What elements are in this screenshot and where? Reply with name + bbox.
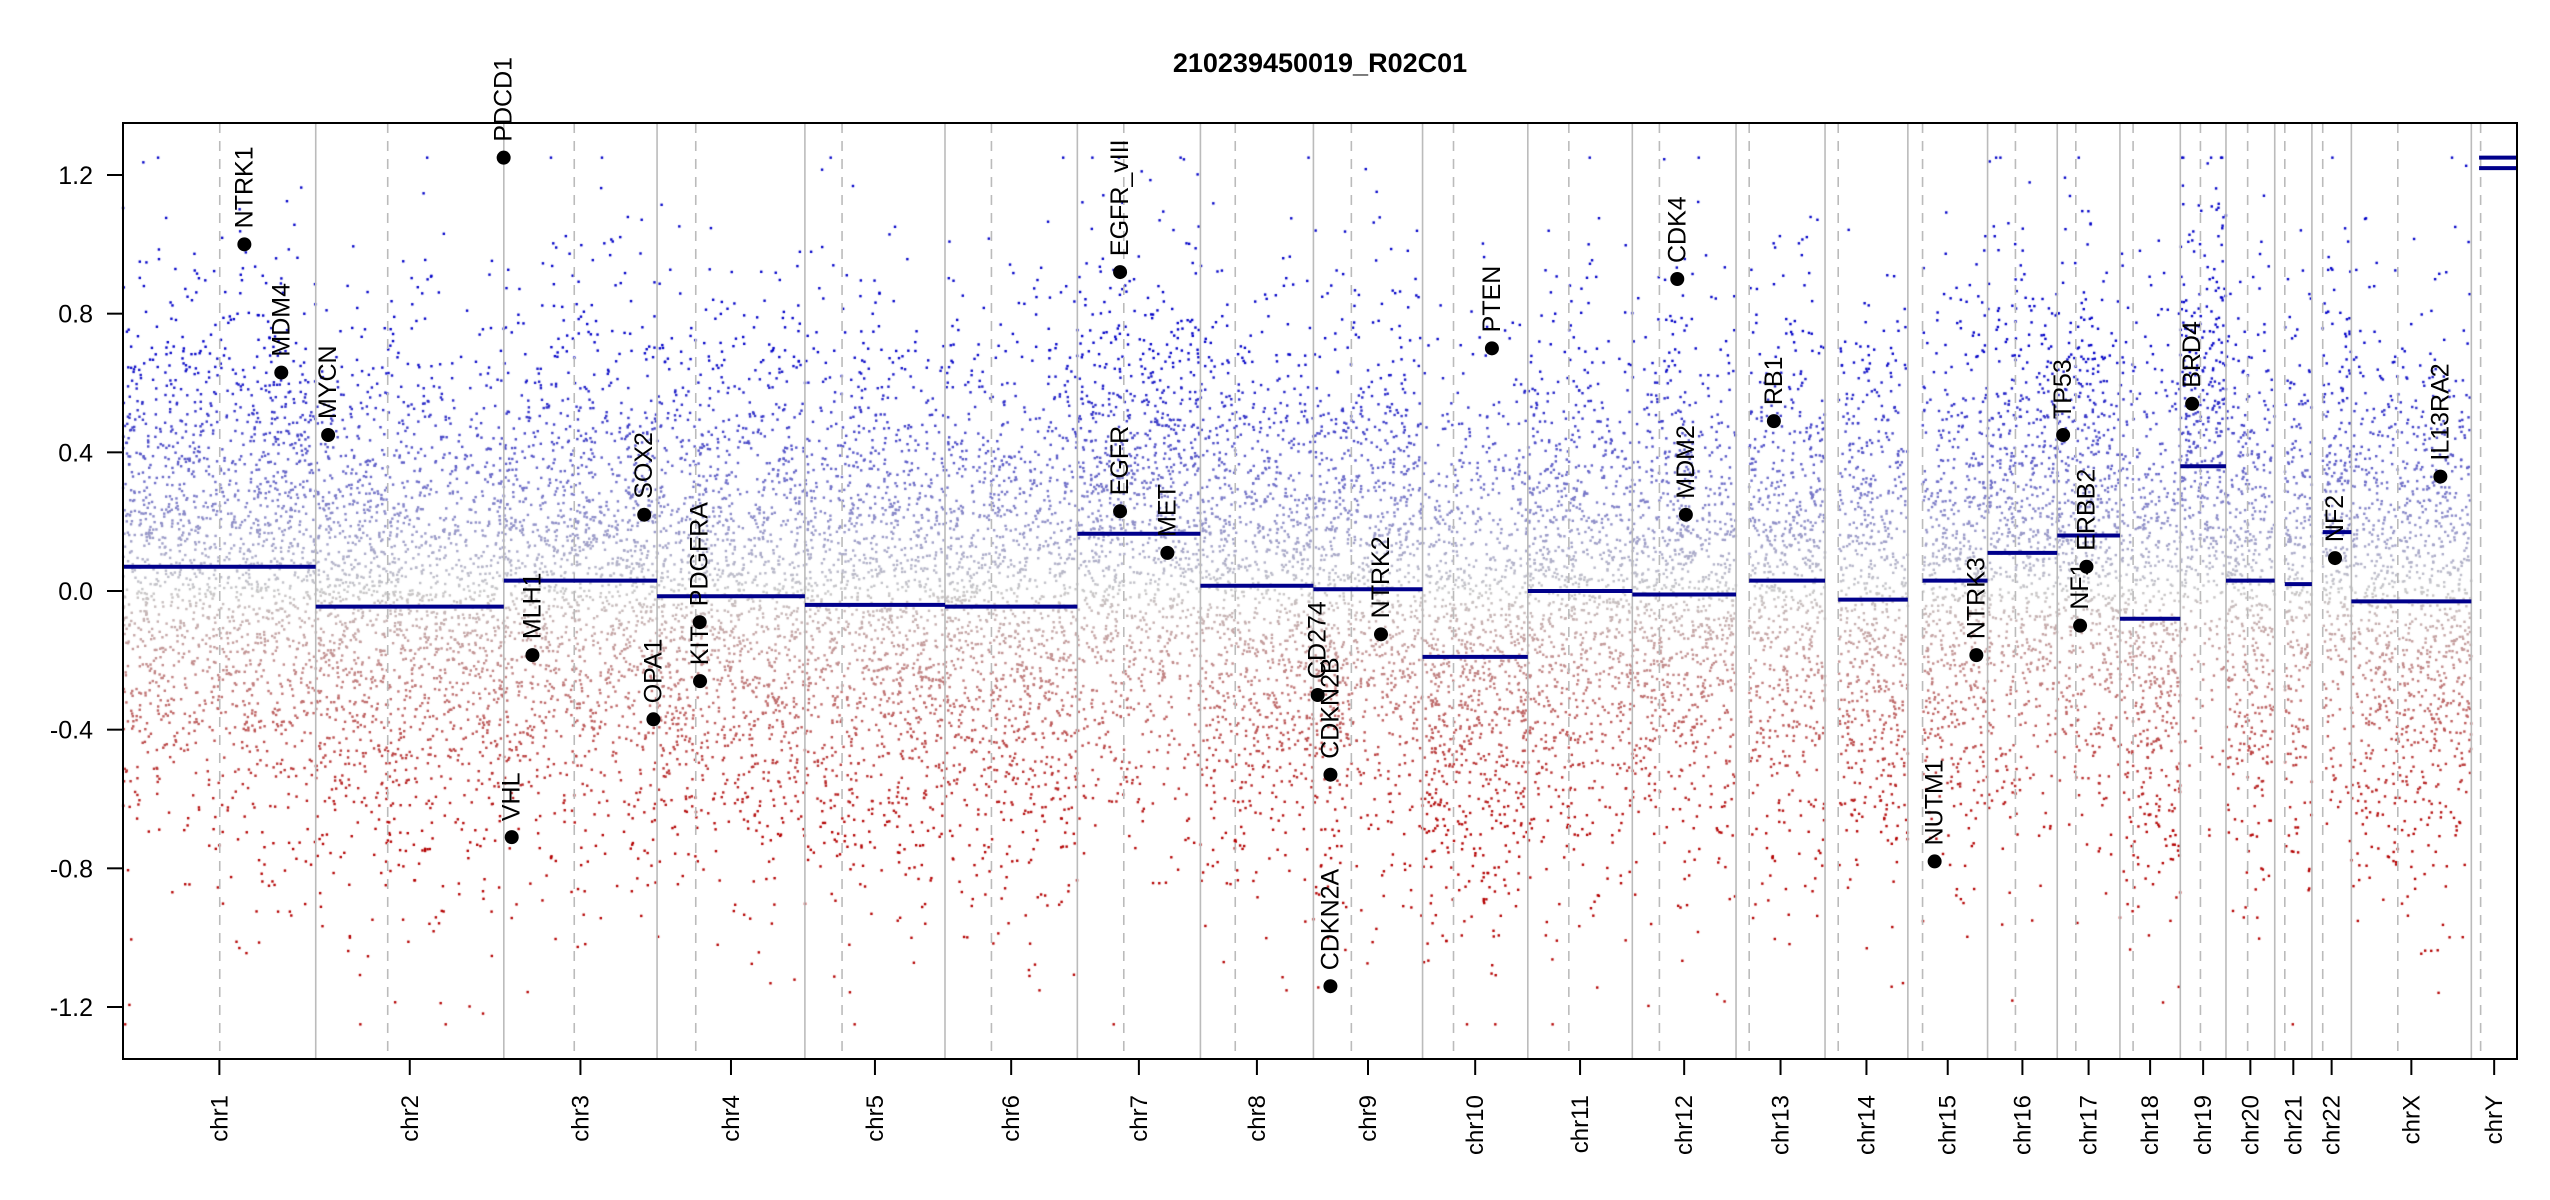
- gene-dot: [1766, 414, 1781, 429]
- x-tick-label: chr3: [567, 1095, 594, 1142]
- gene-dot: [2328, 551, 2343, 566]
- gene-dot: [1323, 979, 1338, 994]
- gene-dot: [274, 365, 289, 380]
- x-tick-label: chr11: [1567, 1095, 1594, 1153]
- x-tick-label: chr5: [862, 1095, 889, 1142]
- y-tick-label: 0.0: [58, 578, 93, 606]
- gene-label: PTEN: [1478, 266, 1506, 333]
- x-tick-label: chr10: [1462, 1095, 1489, 1155]
- gene-label: CDKN2A: [1316, 868, 1344, 970]
- gene-dot: [2073, 618, 2088, 633]
- chart-title: 210239450019_R02C01: [1173, 48, 1467, 78]
- gene-dot: [693, 674, 708, 689]
- gene-label: OPA1: [639, 638, 667, 703]
- y-tick-label: 0.8: [58, 301, 93, 329]
- y-tick-label: 0.4: [58, 439, 93, 467]
- x-tick-label: chr22: [2319, 1095, 2346, 1155]
- gene-dot: [692, 615, 707, 630]
- gene-dot: [1310, 688, 1325, 702]
- gene-label: NF2: [2321, 495, 2349, 542]
- gene-label: VHL: [498, 772, 526, 821]
- gene-label: MET: [1153, 484, 1181, 537]
- gene-dot: [2079, 559, 2094, 574]
- y-tick-label: -0.4: [50, 717, 93, 745]
- gene-dot: [1373, 627, 1388, 642]
- x-axis: chr1 chr2 chr3 chr4 chr5 chr6 chr7 chr8 chr9 chr1…: [206, 1059, 2508, 1155]
- x-tick-label: chr7: [1126, 1095, 1153, 1142]
- gene-dot: [637, 507, 652, 522]
- gene-label: MYCN: [314, 345, 342, 419]
- y-tick-label: 1.2: [58, 162, 93, 190]
- x-tick-label: chrY: [2481, 1095, 2508, 1144]
- x-tick-label: chr16: [2009, 1095, 2036, 1155]
- gene-label: KIT: [686, 626, 714, 665]
- x-tick-label: chr9: [1355, 1095, 1382, 1142]
- x-tick-label: chr8: [1244, 1095, 1271, 1142]
- gene-label: CDK4: [1663, 196, 1691, 263]
- x-tick-label: chr17: [2076, 1095, 2103, 1155]
- chromosome-grid: [218, 123, 2482, 1059]
- segments: [123, 155, 2517, 659]
- x-tick-label: chr19: [2190, 1095, 2217, 1155]
- gene-label: MDM4: [267, 283, 295, 357]
- gene-label: ERBB2: [2072, 469, 2100, 551]
- x-tick-label: chrX: [2398, 1095, 2425, 1144]
- gene-dot: [1323, 767, 1338, 782]
- gene-label: NTRK1: [230, 146, 258, 228]
- y-tick-label: -0.8: [50, 855, 93, 883]
- gene-label: EGFR_vIII: [1106, 139, 1134, 256]
- gene-dot: [525, 648, 540, 663]
- gene-dot: [504, 830, 519, 845]
- x-tick-label: chr13: [1768, 1095, 1795, 1155]
- x-tick-label: chr14: [1853, 1095, 1880, 1155]
- gene-markers: NTRK1 MDM4 MYCN PDCD1 VHL MLH1 SOX2 OPA1 PDGFRA K…: [230, 57, 2454, 994]
- x-tick-label: chr18: [2137, 1095, 2164, 1155]
- gene-label: MDM2: [1672, 425, 1700, 499]
- gene-dot: [1670, 272, 1685, 286]
- gene-dot: [237, 237, 252, 252]
- gene-label: RB1: [1760, 356, 1788, 405]
- gene-dot: [2056, 428, 2071, 442]
- gene-dot: [496, 150, 511, 165]
- gene-label: NUTM1: [1921, 759, 1949, 845]
- gene-dot: [2433, 469, 2448, 484]
- gene-label: EGFR: [1106, 426, 1134, 495]
- gene-dot: [1113, 504, 1128, 519]
- gene-dot: [1113, 265, 1128, 280]
- x-tick-label: chr6: [998, 1095, 1025, 1142]
- gene-dot: [1160, 545, 1175, 560]
- y-axis: -1.2 -0.8 -0.4 0.0 0.4 0.8 1.2: [50, 162, 124, 1022]
- gene-dot: [321, 428, 336, 442]
- gene-dot: [1927, 854, 1942, 869]
- gene-label: MLH1: [518, 572, 546, 639]
- gene-label: SOX2: [630, 432, 658, 499]
- gene-label: TP53: [2049, 359, 2077, 419]
- y-tick-label: -1.2: [50, 994, 93, 1022]
- gene-label: NTRK3: [1962, 557, 1990, 639]
- gene-label: PDGFRA: [686, 502, 714, 607]
- x-tick-label: chr15: [1935, 1095, 1962, 1155]
- gene-dot: [2185, 396, 2200, 411]
- x-tick-label: chr21: [2280, 1095, 2307, 1155]
- gene-label: CDKN2B: [1316, 657, 1344, 758]
- gene-label: IL13RA2: [2426, 363, 2454, 460]
- gene-dot: [646, 712, 661, 727]
- gene-dot: [1484, 341, 1499, 356]
- gene-dot: [1678, 507, 1693, 522]
- x-tick-label: chr4: [718, 1095, 745, 1142]
- x-tick-label: chr20: [2237, 1095, 2264, 1155]
- x-tick-label: chr1: [206, 1095, 233, 1142]
- gene-label: BRD4: [2178, 321, 2206, 388]
- gene-dot: [1969, 648, 1984, 663]
- gene-label: CD274: [1304, 601, 1332, 679]
- gene-label: PDCD1: [490, 57, 518, 142]
- x-tick-label: chr2: [397, 1095, 424, 1142]
- gene-label: NTRK2: [1367, 536, 1395, 618]
- x-tick-label: chr12: [1671, 1095, 1698, 1155]
